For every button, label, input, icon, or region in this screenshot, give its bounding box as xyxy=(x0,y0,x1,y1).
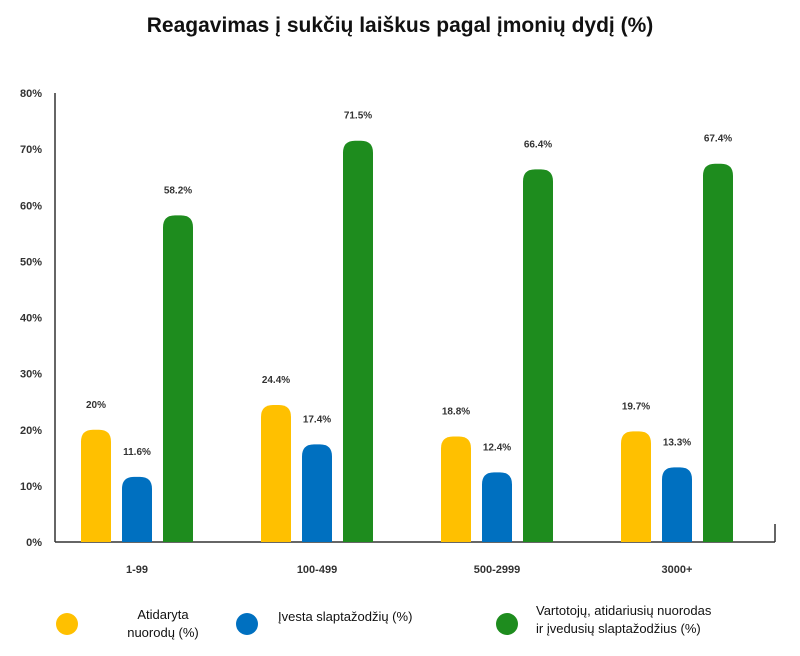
x-axis-categories: 1-99 100-499 500-2999 3000+ xyxy=(126,564,692,576)
data-label: 20% xyxy=(86,400,106,411)
data-label: 66.4% xyxy=(524,139,552,150)
legend-swatch-yellow xyxy=(56,613,78,635)
y-tick-label: 40% xyxy=(20,313,42,325)
bar xyxy=(81,429,111,542)
data-label: 67.4% xyxy=(704,134,732,145)
bar xyxy=(343,140,373,543)
bars: 20% 11.6% 58.2% 24.4% 17.4% 71.5% 18.8% 12.4% 66… xyxy=(81,111,733,543)
x-category-label: 100-499 xyxy=(297,564,337,576)
y-tick-label: 70% xyxy=(20,144,42,156)
y-tick-label: 60% xyxy=(20,200,42,212)
bar xyxy=(621,431,651,542)
data-label: 71.5% xyxy=(344,111,372,122)
y-tick-label: 10% xyxy=(20,481,42,493)
data-label: 13.3% xyxy=(663,437,691,448)
legend-item-ivesta: Įvesta slaptažodžių (%) xyxy=(236,600,466,650)
data-label: 19.7% xyxy=(622,401,650,412)
y-tick-label: 20% xyxy=(20,425,42,437)
legend-label: ir įvedusių slaptažodžius (%) xyxy=(536,621,701,636)
bar xyxy=(523,169,553,542)
legend-label: Atidaryta xyxy=(137,607,189,622)
legend-label: Vartotojų, atidariusių nuorodas xyxy=(536,603,712,618)
bar xyxy=(482,472,512,542)
legend-item-atidaryta: Atidaryta nuorodų (%) xyxy=(56,600,226,650)
data-label: 58.2% xyxy=(164,185,192,196)
y-tick-label: 50% xyxy=(20,256,42,268)
bar xyxy=(122,476,152,542)
data-label: 24.4% xyxy=(262,375,290,386)
x-category-label: 3000+ xyxy=(662,564,693,576)
data-label: 18.8% xyxy=(442,406,470,417)
data-label: 11.6% xyxy=(123,447,151,458)
bar xyxy=(662,467,692,542)
legend-swatch-blue xyxy=(236,613,258,635)
y-tick-label: 30% xyxy=(20,369,42,381)
bar xyxy=(441,436,471,542)
data-label: 12.4% xyxy=(483,442,511,453)
bar xyxy=(703,163,733,542)
y-axis-ticks: 0% 10% 20% 30% 40% 50% 60% 70% 80% xyxy=(20,88,42,549)
x-category-label: 1-99 xyxy=(126,564,148,576)
legend-item-vartotoju: Vartotojų, atidariusių nuorodas ir įvedu… xyxy=(496,600,796,650)
legend-label: nuorodų (%) xyxy=(127,625,199,640)
bar xyxy=(261,405,291,542)
x-category-label: 500-2999 xyxy=(474,564,521,576)
legend-label: Įvesta slaptažodžių (%) xyxy=(278,609,413,624)
y-tick-label: 0% xyxy=(26,537,42,549)
bar xyxy=(163,215,193,543)
y-tick-label: 80% xyxy=(20,88,42,100)
data-label: 17.4% xyxy=(303,414,331,425)
legend-swatch-green xyxy=(496,613,518,635)
chart-title: Reagavimas į sukčių laiškus pagal įmonių… xyxy=(146,14,654,37)
bar xyxy=(302,444,332,542)
